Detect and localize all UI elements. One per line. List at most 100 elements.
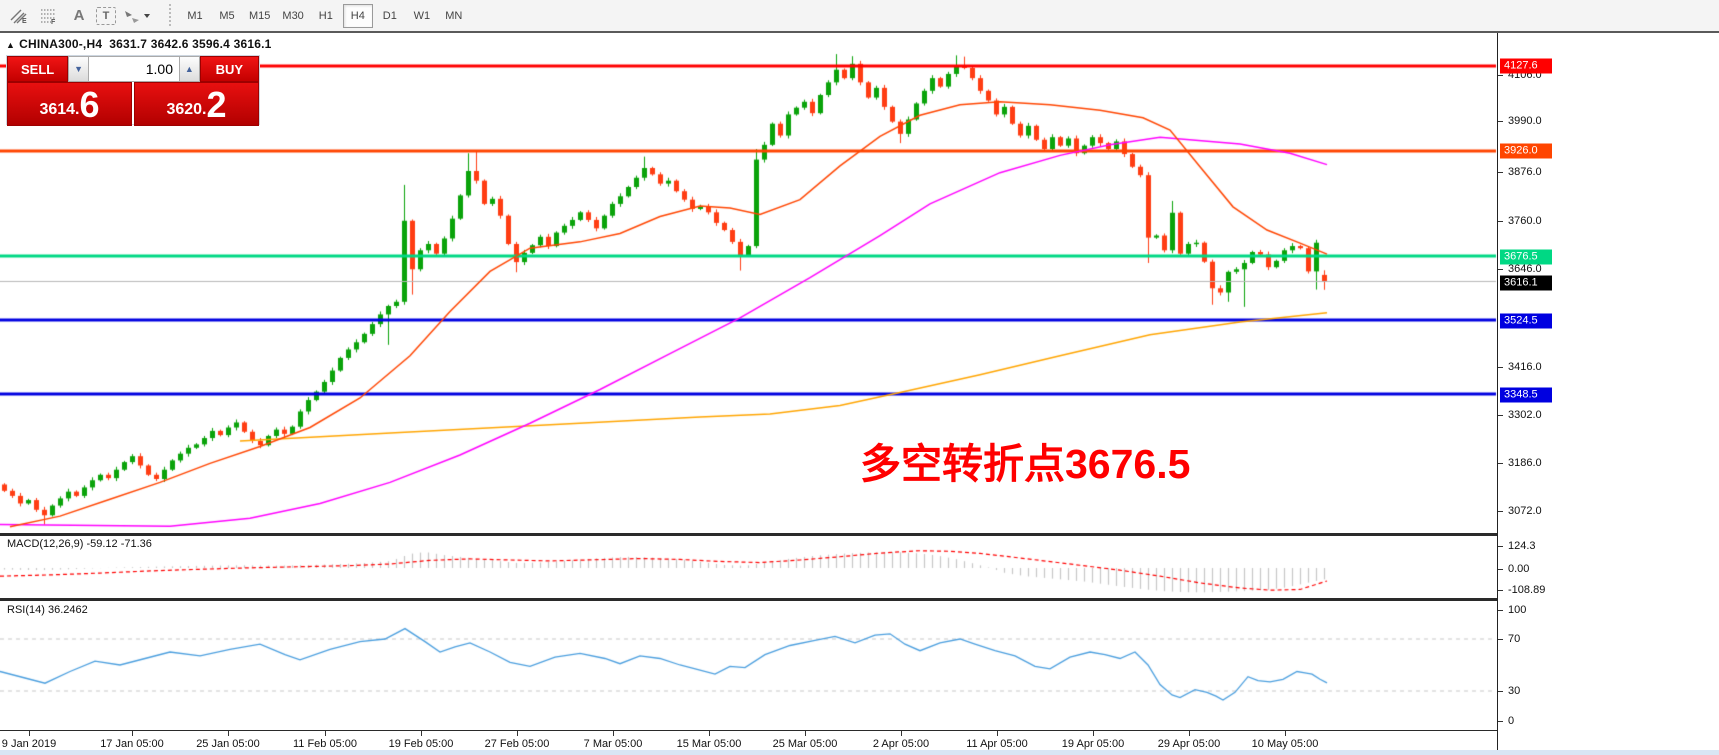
sell-button[interactable]: SELL — [7, 56, 69, 82]
price-axis-tick-mark — [1498, 463, 1503, 464]
rsi-panel-separator[interactable] — [0, 598, 1719, 601]
time-axis-label: 7 Mar 05:00 — [583, 738, 643, 750]
time-axis-tick-mark — [421, 731, 422, 736]
price-axis-tick-mark — [1498, 75, 1503, 76]
time-axis-label: 2 Apr 05:00 — [872, 738, 930, 750]
fibonacci-retracement-icon[interactable]: F — [36, 4, 62, 28]
price-axis[interactable]: 4106.0 3990.0 3876.0 3760.0 3646.0 3416.0 3302… — [1497, 33, 1719, 750]
time-axis-tick-mark — [613, 731, 614, 736]
timeframe-button-m5[interactable]: M5 — [212, 4, 242, 28]
chart-window: 4106.0 3990.0 3876.0 3760.0 3646.0 3416.0 3302… — [0, 33, 1719, 755]
window-bottom-strip — [0, 750, 1719, 755]
time-axis-tick-mark — [901, 731, 902, 736]
price-axis-tick-label: 100 — [1508, 604, 1527, 616]
price-axis-tick-mark — [1498, 269, 1503, 270]
time-axis-separator — [0, 730, 1719, 731]
price-axis-tick-label: 3876.0 — [1508, 166, 1542, 178]
price-level-tag: 3524.5 — [1500, 313, 1552, 329]
volume-input[interactable] — [88, 56, 179, 82]
price-axis-tick-mark — [1498, 590, 1503, 591]
price-chart-canvas[interactable] — [0, 33, 1497, 755]
timeframe-button-m1[interactable]: M1 — [180, 4, 210, 28]
timeframe-button-m30[interactable]: M30 — [277, 4, 308, 28]
timeframe-button-w1[interactable]: W1 — [407, 4, 437, 28]
equidistant-channel-icon[interactable]: E — [6, 4, 32, 28]
text-tool-icon[interactable]: A — [73, 7, 85, 24]
time-axis-tick-mark — [132, 731, 133, 736]
time-axis-tick-mark — [29, 731, 30, 736]
ask-price-tile[interactable]: 3620 .2 — [134, 82, 259, 126]
top-toolbar: E F A T M1 M5 M15 M30 H1 H4 D1 W1 MN — [0, 0, 1719, 33]
time-axis-label: 19 Feb 05:00 — [388, 738, 454, 750]
time-axis-label: 29 Apr 05:00 — [1157, 738, 1221, 750]
price-axis-tick-label: 3416.0 — [1508, 361, 1542, 373]
price-axis-tick-mark — [1498, 639, 1503, 640]
toolbar-separator — [166, 3, 173, 28]
ask-price-dot: . — [202, 101, 207, 118]
price-level-tag: 4127.6 — [1500, 58, 1552, 74]
time-axis-tick-mark — [1189, 731, 1190, 736]
ask-price-big-digit: 2 — [206, 84, 227, 125]
time-axis-tick-mark — [1285, 731, 1286, 736]
price-level-tag: 3676.5 — [1500, 249, 1552, 265]
macd-label: MACD(12,26,9) -59.12 -71.36 — [7, 538, 152, 550]
price-axis-tick-mark — [1498, 691, 1503, 692]
time-axis-tick-mark — [709, 731, 710, 736]
price-axis-tick-label: 3646.0 — [1508, 263, 1542, 275]
text-label-icon[interactable]: T — [96, 6, 116, 25]
time-axis-tick-mark — [517, 731, 518, 736]
rsi-label: RSI(14) 36.2462 — [7, 604, 88, 616]
price-axis-tick-mark — [1498, 511, 1503, 512]
arrow-tools-icon[interactable] — [120, 4, 154, 28]
volume-decrease-button[interactable]: ▼ — [68, 56, 89, 82]
price-axis-tick-mark — [1498, 569, 1503, 570]
time-axis-tick-mark — [325, 731, 326, 736]
timeframe-button-m15[interactable]: M15 — [244, 4, 275, 28]
time-axis-tick-mark — [228, 731, 229, 736]
time-axis-label: 15 Mar 05:00 — [676, 738, 742, 750]
time-axis-label: 27 Feb 05:00 — [484, 738, 550, 750]
timeframe-button-d1[interactable]: D1 — [375, 4, 405, 28]
macd-panel-separator[interactable] — [0, 533, 1719, 536]
timeframe-button-h4[interactable]: H4 — [342, 3, 373, 28]
chart-ohlc-values: 3631.7 3642.6 3596.4 3616.1 — [109, 37, 272, 51]
price-axis-tick-label: 3760.0 — [1508, 215, 1542, 227]
price-level-tag: 3926.0 — [1500, 143, 1552, 159]
price-axis-tick-mark — [1498, 221, 1503, 222]
collapse-triangle-icon[interactable]: ▲ — [6, 40, 16, 50]
price-level-tag: 3616.1 — [1500, 275, 1552, 291]
price-axis-tick-mark — [1498, 172, 1503, 173]
price-axis-tick-label: 3072.0 — [1508, 505, 1542, 517]
timeframe-button-h1[interactable]: H1 — [311, 4, 341, 28]
time-axis-label: 19 Apr 05:00 — [1061, 738, 1125, 750]
volume-increase-button[interactable]: ▲ — [178, 56, 200, 82]
chart-title: ▲ CHINA300-,H4 3631.7 3642.6 3596.4 3616.… — [6, 37, 272, 51]
price-axis-tick-mark — [1498, 610, 1503, 611]
time-axis-label: 25 Jan 05:00 — [196, 738, 260, 750]
price-axis-tick-label: 0 — [1508, 715, 1515, 727]
time-axis-label: 11 Apr 05:00 — [966, 738, 1028, 750]
svg-text:E: E — [22, 18, 27, 24]
price-axis-tick-mark — [1498, 367, 1503, 368]
time-axis-label: 9 Jan 2019 — [1, 738, 57, 750]
time-axis-tick-mark — [997, 731, 998, 736]
price-level-tag: 3348.5 — [1500, 387, 1552, 403]
price-axis-tick-label: 3186.0 — [1508, 457, 1542, 469]
price-axis-tick-mark — [1498, 415, 1503, 416]
chart-annotation-text: 多空转折点3676.5 — [860, 441, 1191, 487]
price-axis-tick-mark — [1498, 546, 1503, 547]
ask-price-main: 3620 — [166, 101, 203, 118]
price-axis-tick-label: 0.00 — [1508, 563, 1530, 575]
svg-text:F: F — [51, 19, 56, 24]
price-axis-tick-mark — [1498, 721, 1503, 722]
bid-price-tile[interactable]: 3614 .6 — [7, 82, 132, 126]
bid-price-main: 3614 — [39, 101, 76, 118]
price-axis-tick-label: 3990.0 — [1508, 115, 1542, 127]
chart-symbol-timeframe: CHINA300-,H4 — [19, 37, 103, 51]
price-axis-tick-label: 124.3 — [1508, 540, 1536, 552]
bid-price-dot: . — [75, 101, 80, 118]
time-axis-tick-mark — [805, 731, 806, 736]
timeframe-button-mn[interactable]: MN — [439, 4, 469, 28]
buy-button[interactable]: BUY — [199, 56, 259, 82]
price-axis-tick-mark — [1498, 121, 1503, 122]
